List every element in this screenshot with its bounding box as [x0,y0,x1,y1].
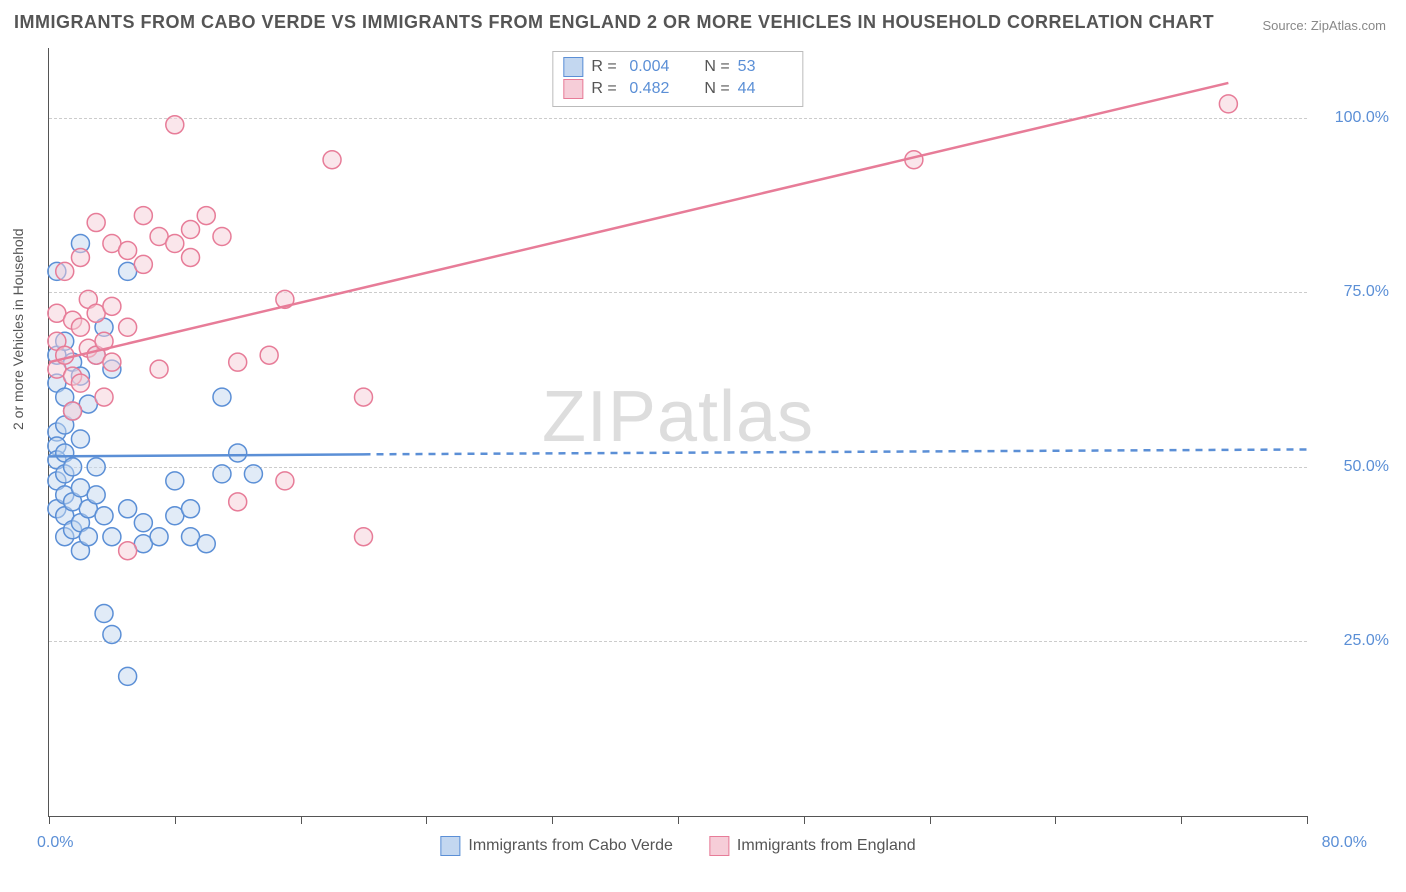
legend-n-value: 53 [738,56,793,78]
trend-line [49,454,364,456]
x-axis-max-label: 80.0% [1322,834,1367,852]
data-point-england [119,318,137,336]
data-point-england [229,493,247,511]
legend-r-value: 0.482 [629,78,684,100]
data-point-cabo_verde [182,500,200,518]
x-tick [1055,816,1056,824]
source-attribution: Source: ZipAtlas.com [1262,18,1386,33]
data-point-england [260,346,278,364]
data-point-england [71,374,89,392]
data-point-england [64,402,82,420]
data-point-cabo_verde [244,465,262,483]
data-point-england [150,360,168,378]
data-point-england [134,207,152,225]
legend-r-label: R = [591,56,621,78]
correlation-legend: R = 0.004 N = 53 R = 0.482 N = 44 [552,51,803,107]
data-point-cabo_verde [213,388,231,406]
data-point-england [323,151,341,169]
data-point-cabo_verde [229,444,247,462]
data-point-england [134,255,152,273]
scatter-svg [49,48,1307,816]
data-point-cabo_verde [197,535,215,553]
legend-r-value: 0.004 [629,56,684,78]
legend-item-england: Immigrants from England [709,836,916,856]
y-tick-label: 75.0% [1344,283,1389,301]
data-point-england [229,353,247,371]
data-point-england [95,388,113,406]
legend-swatch-icon [563,57,583,77]
data-point-cabo_verde [213,465,231,483]
x-tick [49,816,50,824]
y-tick-label: 100.0% [1335,109,1389,127]
data-point-england [276,472,294,490]
x-tick [678,816,679,824]
data-point-england [213,228,231,246]
x-tick [804,816,805,824]
x-tick [930,816,931,824]
legend-n-value: 44 [738,78,793,100]
x-tick [552,816,553,824]
data-point-england [103,297,121,315]
data-point-cabo_verde [103,528,121,546]
legend-series-name: Immigrants from Cabo Verde [468,837,673,855]
legend-n-label: N = [704,56,729,78]
data-point-cabo_verde [103,625,121,643]
y-axis-label: 2 or more Vehicles in Household [10,228,26,430]
legend-swatch-icon [440,836,460,856]
data-point-england [197,207,215,225]
data-point-cabo_verde [64,458,82,476]
data-point-cabo_verde [166,472,184,490]
y-tick-label: 50.0% [1344,458,1389,476]
legend-swatch-icon [563,79,583,99]
data-point-england [119,542,137,560]
data-point-england [182,221,200,239]
data-point-england [166,234,184,252]
trend-line [49,83,1228,362]
x-axis-min-label: 0.0% [37,834,73,852]
x-tick [1307,816,1308,824]
data-point-england [71,318,89,336]
data-point-england [182,248,200,266]
y-tick-label: 25.0% [1344,632,1389,650]
chart-plot-area: ZIPatlas 25.0%50.0%75.0%100.0% 0.0% 80.0… [48,48,1307,817]
data-point-england [166,116,184,134]
x-tick [301,816,302,824]
legend-swatch-icon [709,836,729,856]
data-point-england [56,346,74,364]
data-point-cabo_verde [87,486,105,504]
data-point-england [87,214,105,232]
data-point-england [71,248,89,266]
data-point-england [119,241,137,259]
legend-row-england: R = 0.482 N = 44 [563,78,792,100]
legend-row-cabo_verde: R = 0.004 N = 53 [563,56,792,78]
x-tick [1181,816,1182,824]
trend-line [364,449,1308,454]
data-point-england [103,353,121,371]
data-point-cabo_verde [150,528,168,546]
legend-r-label: R = [591,78,621,100]
legend-series-name: Immigrants from England [737,837,916,855]
data-point-cabo_verde [87,458,105,476]
chart-title: IMMIGRANTS FROM CABO VERDE VS IMMIGRANTS… [14,12,1214,33]
data-point-england [355,528,373,546]
data-point-england [355,388,373,406]
data-point-cabo_verde [71,430,89,448]
data-point-cabo_verde [119,667,137,685]
series-legend: Immigrants from Cabo Verde Immigrants fro… [440,836,915,856]
x-tick [175,816,176,824]
data-point-cabo_verde [134,514,152,532]
data-point-england [1219,95,1237,113]
legend-item-cabo_verde: Immigrants from Cabo Verde [440,836,673,856]
data-point-cabo_verde [119,500,137,518]
data-point-cabo_verde [95,605,113,623]
x-tick [426,816,427,824]
legend-n-label: N = [704,78,729,100]
data-point-cabo_verde [79,528,97,546]
data-point-cabo_verde [95,507,113,525]
data-point-england [56,262,74,280]
